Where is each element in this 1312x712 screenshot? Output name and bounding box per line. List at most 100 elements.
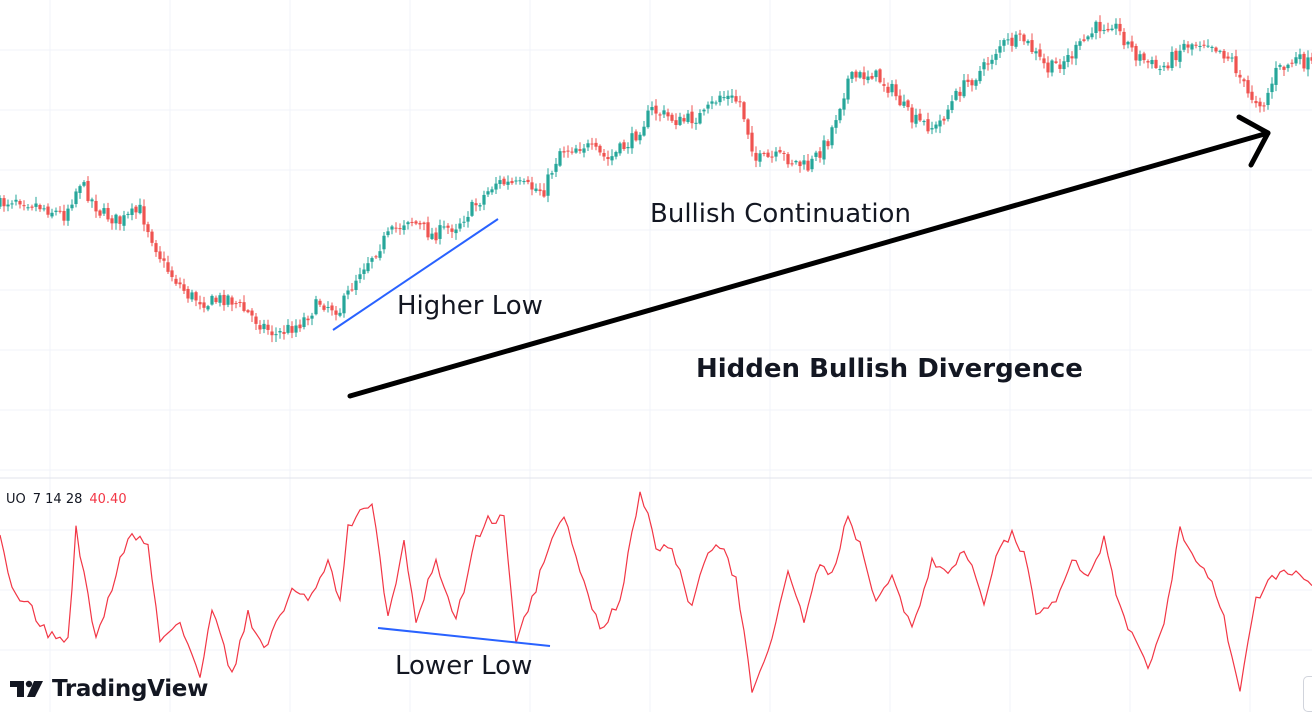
candle xyxy=(1102,24,1106,35)
candle xyxy=(82,180,86,188)
candle xyxy=(526,176,530,185)
candle xyxy=(226,294,230,308)
candle-body xyxy=(178,282,182,285)
candle-body xyxy=(490,189,494,193)
candle-body xyxy=(1206,45,1210,47)
candle-body xyxy=(1210,46,1214,48)
candle xyxy=(338,308,342,318)
candle xyxy=(990,54,994,70)
scroll-handle[interactable] xyxy=(1303,676,1312,712)
candle xyxy=(1050,59,1054,77)
candle xyxy=(746,118,750,139)
candle-body xyxy=(1046,62,1050,73)
candle-body xyxy=(1098,21,1102,32)
candle-body xyxy=(462,221,466,223)
tradingview-logo[interactable]: TradingView xyxy=(8,676,208,702)
candle xyxy=(950,95,954,114)
candle xyxy=(2,195,6,212)
candle xyxy=(1158,65,1162,75)
candle xyxy=(910,104,914,129)
candle xyxy=(634,129,638,142)
candle-body xyxy=(1126,41,1130,45)
candle-body xyxy=(62,210,66,221)
candle xyxy=(654,99,658,121)
candle xyxy=(1254,95,1258,108)
candle xyxy=(754,146,758,168)
candle-body xyxy=(1162,65,1166,68)
candle xyxy=(534,183,538,193)
candle-body xyxy=(1158,69,1162,71)
candle xyxy=(902,94,906,109)
candle xyxy=(310,312,314,326)
candle xyxy=(402,220,406,235)
candle-body xyxy=(998,46,1002,53)
candle xyxy=(686,109,690,124)
candle-body xyxy=(1174,50,1178,61)
candle xyxy=(670,112,674,123)
candle-body xyxy=(590,143,594,145)
candle-body xyxy=(50,212,54,217)
candle xyxy=(554,158,558,177)
candle-body xyxy=(806,160,810,171)
candle-body xyxy=(230,297,234,305)
candle xyxy=(730,89,734,103)
candle-body xyxy=(1006,39,1010,41)
candle-body xyxy=(610,156,614,161)
candle-body xyxy=(318,300,322,305)
candle xyxy=(1138,50,1142,66)
candle-body xyxy=(418,222,422,225)
candle-body xyxy=(1198,45,1202,47)
candle-body xyxy=(794,160,798,163)
candle-body xyxy=(126,213,130,215)
candle-body xyxy=(214,297,218,303)
candle-body xyxy=(670,114,674,121)
candle xyxy=(974,78,978,90)
candle-body xyxy=(146,224,150,233)
candle-body xyxy=(906,100,910,108)
candle xyxy=(794,159,798,165)
candle-body xyxy=(458,223,462,229)
candle xyxy=(106,202,110,222)
candle-body xyxy=(1170,51,1174,68)
candle-body xyxy=(426,222,430,238)
candle-body xyxy=(2,198,6,207)
candle-body xyxy=(1290,62,1294,64)
candle-body xyxy=(982,62,986,70)
candle-body xyxy=(170,270,174,278)
candle-body xyxy=(582,148,586,153)
candle-body xyxy=(1074,44,1078,59)
candle xyxy=(658,112,662,122)
candle xyxy=(898,89,902,107)
candle xyxy=(486,187,490,197)
oscillator-legend[interactable]: UO 7 14 28 40.40 xyxy=(6,492,127,507)
candle xyxy=(822,135,826,165)
candle xyxy=(1090,27,1094,40)
candle xyxy=(74,188,78,208)
candle-body xyxy=(950,101,954,110)
candle xyxy=(1142,51,1146,64)
candle-body xyxy=(118,216,122,224)
candle-body xyxy=(1058,64,1062,69)
candle xyxy=(1222,48,1226,64)
candle-body xyxy=(546,174,550,196)
candle xyxy=(222,289,226,311)
candle xyxy=(742,101,746,122)
candle xyxy=(558,148,562,167)
candle xyxy=(1154,55,1158,70)
candle xyxy=(18,199,22,209)
candle xyxy=(70,199,74,211)
candle-body xyxy=(570,151,574,153)
candle xyxy=(906,99,910,111)
candle xyxy=(694,117,698,130)
candle xyxy=(726,90,730,106)
candle xyxy=(98,209,102,219)
candle-body xyxy=(42,208,46,210)
candle-body xyxy=(890,83,894,93)
candle-body xyxy=(942,118,946,121)
candle-body xyxy=(930,128,934,130)
candle xyxy=(770,150,774,163)
candle-body xyxy=(714,102,718,104)
candle-body xyxy=(138,204,142,214)
candle xyxy=(1166,62,1170,71)
candle xyxy=(758,150,762,167)
